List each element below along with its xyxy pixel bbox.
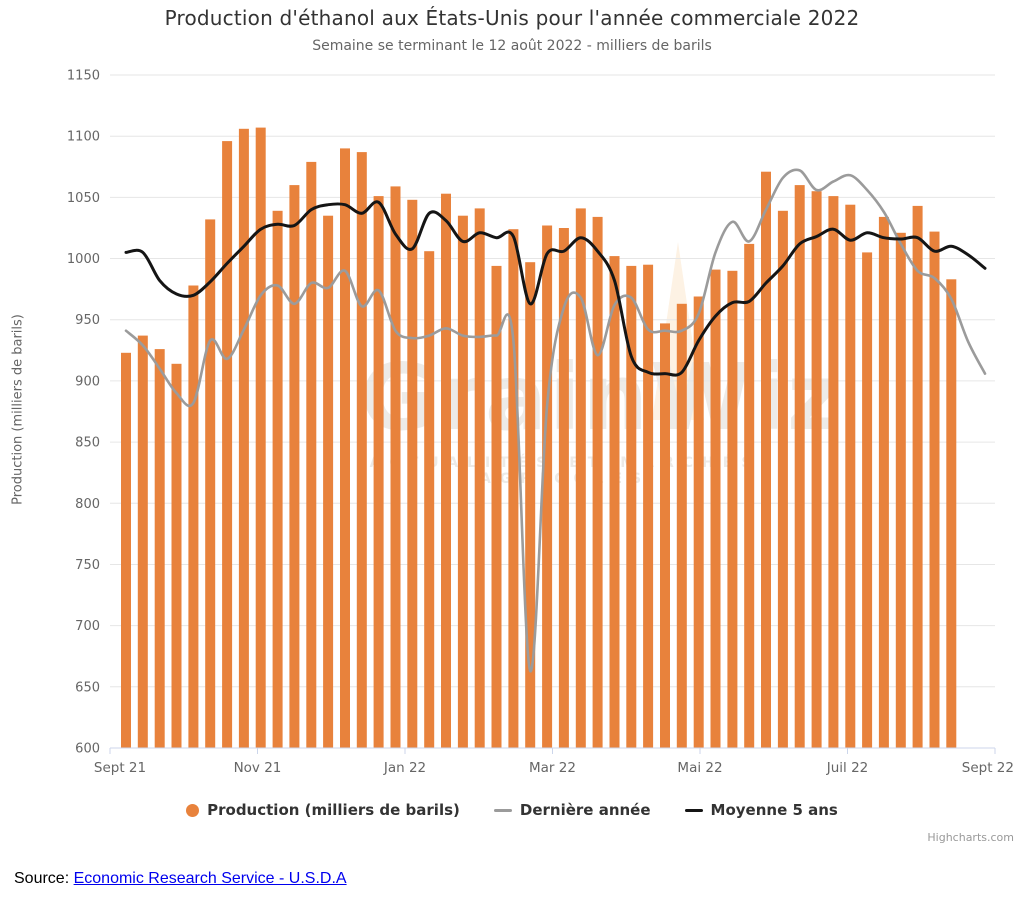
bar-week-41[interactable] (794, 185, 805, 749)
bar-week-27[interactable] (558, 228, 569, 748)
last-year-series-marker-icon (493, 808, 512, 812)
bar-week-29[interactable] (592, 216, 603, 748)
bar-week-13[interactable] (323, 215, 334, 748)
bar-week-44[interactable] (845, 204, 856, 748)
bar-week-31[interactable] (626, 265, 637, 748)
bar-week-19[interactable] (424, 251, 435, 748)
x-tick-label: Sept 21 (94, 760, 146, 776)
legend-item-production[interactable]: Production (milliers de barils) (186, 801, 460, 819)
y-tick-label: 1150 (67, 69, 100, 84)
x-tick-label: Sept 22 (962, 760, 1014, 776)
y-tick-label: 950 (75, 313, 100, 328)
y-tick-label: 850 (75, 436, 100, 451)
bar-week-9[interactable] (255, 127, 266, 749)
y-tick-label: 800 (75, 497, 100, 512)
y-tick-label: 1050 (67, 191, 100, 206)
legend-label-last-year: Dernière année (519, 801, 651, 819)
source-link[interactable]: Economic Research Service - U.S.D.A (73, 870, 347, 887)
bar-week-26[interactable] (542, 225, 553, 749)
last-year-line[interactable] (124, 168, 987, 673)
bar-week-8[interactable] (238, 128, 249, 749)
source-line: Source: Economic Research Service - U.S.… (14, 870, 347, 888)
bar-week-46[interactable] (878, 216, 889, 748)
x-tick-label: Nov 21 (234, 760, 282, 776)
ethanol-production-chart: GrainWiz ACTUALITÉS ET MARCHÉS AGRICOLES… (0, 6, 1024, 844)
bar-week-16[interactable] (373, 196, 384, 749)
y-tick-label: 1100 (67, 130, 100, 145)
x-tick-label: Jan 22 (383, 760, 426, 776)
bar-week-38[interactable] (744, 243, 755, 748)
bar-week-50[interactable] (946, 279, 957, 748)
highcharts-credit[interactable]: Highcharts.com (927, 831, 1014, 844)
production-series-marker-icon (186, 803, 200, 817)
bar-week-14[interactable] (340, 148, 350, 748)
bar-week-32[interactable] (643, 264, 654, 748)
bar-week-5[interactable] (188, 285, 199, 749)
bar-week-17[interactable] (390, 186, 401, 748)
legend-item-last-year[interactable]: Dernière année (493, 801, 651, 819)
bar-week-30[interactable] (609, 256, 620, 748)
legend-item-5yr-avg[interactable]: Moyenne 5 ans (684, 801, 838, 819)
bar-week-37[interactable] (727, 270, 738, 748)
legend-label-5yr-avg: Moyenne 5 ans (710, 801, 838, 819)
y-tick-label: 1000 (67, 252, 100, 267)
y-tick-label: 900 (75, 374, 100, 389)
plot-area: 600 650 700 750 800 850 900 950 1000 1050 1100 1150… (67, 69, 1014, 777)
bar-week-21[interactable] (457, 215, 468, 748)
bar-week-3[interactable] (154, 349, 165, 748)
bar-week-15[interactable] (356, 152, 367, 749)
bar-week-39[interactable] (761, 171, 771, 748)
bar-week-10[interactable] (272, 210, 283, 749)
bar-week-6[interactable] (205, 219, 216, 748)
y-tick-label: 650 (75, 680, 100, 695)
bar-week-24[interactable] (508, 229, 519, 748)
bar-week-25[interactable] (525, 262, 536, 748)
bar-week-18[interactable] (407, 199, 418, 749)
y-tick-label: 700 (75, 619, 100, 634)
bar-week-35[interactable] (693, 296, 704, 749)
source-prefix: Source: (14, 870, 74, 887)
bar-week-48[interactable] (912, 205, 923, 748)
bar-week-7[interactable] (222, 141, 233, 749)
bar-week-1[interactable] (121, 352, 131, 748)
legend: Production (milliers de barils) Dernière… (0, 801, 1024, 819)
x-tick-label: Juil 22 (826, 760, 869, 776)
bar-week-47[interactable] (895, 232, 906, 749)
bar-week-28[interactable] (575, 208, 586, 748)
bar-week-49[interactable] (929, 231, 940, 749)
bar-week-43[interactable] (828, 196, 839, 749)
bar-week-40[interactable] (777, 210, 788, 749)
bar-week-12[interactable] (306, 161, 317, 748)
x-tick-label: Mar 22 (529, 760, 576, 776)
bar-week-45[interactable] (862, 252, 873, 748)
bar-week-2[interactable] (137, 335, 148, 748)
bar-week-20[interactable] (441, 193, 451, 748)
bar-week-4[interactable] (171, 363, 182, 748)
5yr-avg-line[interactable] (124, 200, 987, 377)
x-tick-label: Mai 22 (677, 760, 722, 776)
y-tick-label: 750 (75, 558, 100, 573)
bar-week-11[interactable] (289, 185, 300, 749)
legend-label-production: Production (milliers de barils) (207, 801, 460, 819)
5yr-avg-series-marker-icon (684, 808, 703, 812)
y-tick-label: 600 (75, 742, 100, 757)
bar-week-23[interactable] (491, 265, 502, 748)
bar-week-33[interactable] (660, 323, 670, 748)
bar-week-22[interactable] (474, 208, 485, 748)
bar-week-34[interactable] (676, 303, 687, 748)
bar-week-36[interactable] (710, 269, 721, 748)
bar-week-42[interactable] (811, 191, 822, 748)
